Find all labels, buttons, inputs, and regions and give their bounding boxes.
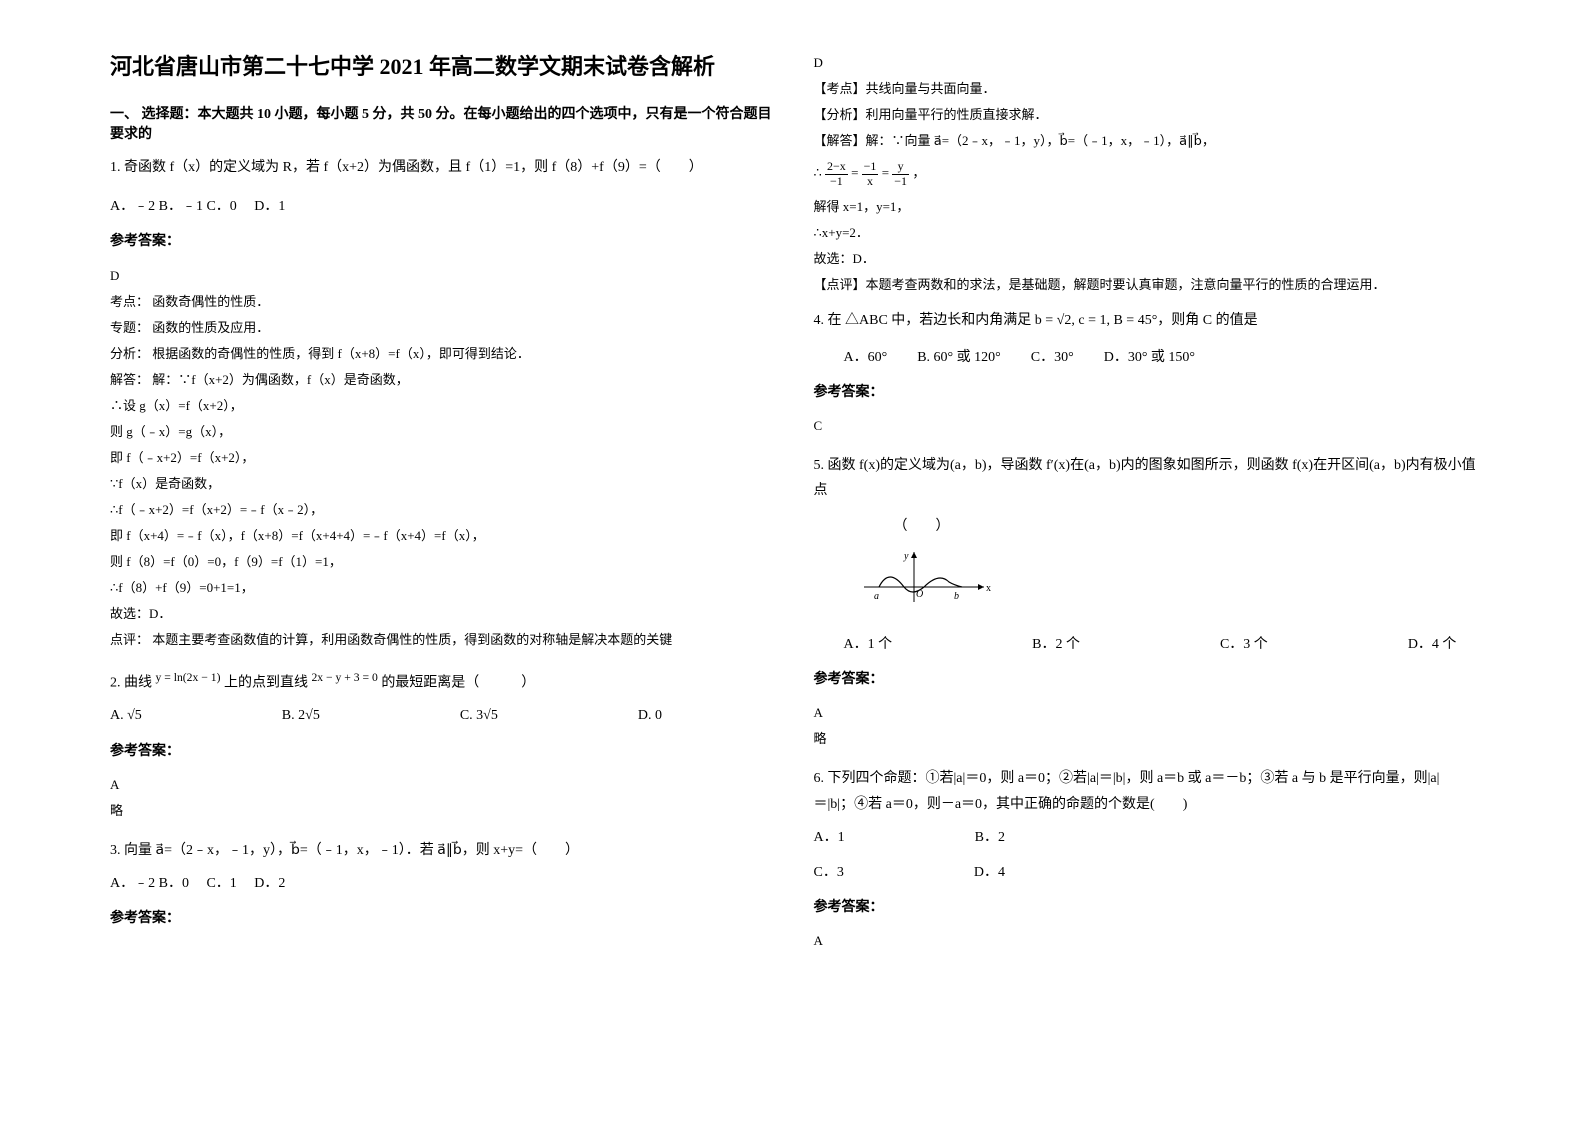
q2-optD: D. 0 bbox=[638, 703, 662, 728]
svg-text:a: a bbox=[874, 591, 879, 602]
q3-sol-line: ∴x+y=2． bbox=[814, 220, 1478, 246]
q2-post: 的最短距离是（ ） bbox=[378, 675, 536, 690]
question-2: 2. 曲线 y = ln(2x − 1) 上的点到直线 2x − y + 3 =… bbox=[110, 667, 774, 824]
answer-label: 参考答案： bbox=[110, 229, 774, 254]
q5-optB: B．2 个 bbox=[1032, 632, 1080, 657]
q1-sol-line: 即 f（﹣x+2）=f（x+2）， bbox=[110, 445, 774, 471]
q3-frac-prefix: ∴ bbox=[814, 165, 826, 180]
q5-answer: A bbox=[814, 700, 1478, 726]
q3-sol-frac: ∴ 2−x−1 = −1x = y−1 ， bbox=[814, 160, 1478, 188]
q2-optA: A. √5 bbox=[110, 703, 142, 728]
q1-sol-line: 点评： 本题主要考查函数值的计算，利用函数奇偶性的性质，得到函数的对称轴是解决本… bbox=[110, 627, 774, 653]
q3-sol-line: 【考点】共线向量与共面向量． bbox=[814, 76, 1478, 102]
q1-sol-line: 则 g（﹣x）=g（x）， bbox=[110, 419, 774, 445]
q1-sol-line: ∴f（﹣x+2）=f（x+2）=﹣f（x﹣2）， bbox=[110, 497, 774, 523]
right-column: D 【考点】共线向量与共面向量． 【分析】利用向量平行的性质直接求解． 【解答】… bbox=[794, 50, 1498, 1072]
q4-text: 4. 在 △ABC 中，若边长和内角满足 b = √2, c = 1, B = … bbox=[814, 308, 1478, 333]
answer-label: 参考答案： bbox=[110, 739, 774, 764]
q1-sol-line: ∴f（8）+f（9）=0+1=1， bbox=[110, 575, 774, 601]
q1-sol-line: 考点： 函数奇偶性的性质． bbox=[110, 289, 774, 315]
q2-text: 2. 曲线 y = ln(2x − 1) 上的点到直线 2x − y + 3 =… bbox=[110, 667, 774, 696]
exam-title: 河北省唐山市第二十七中学 2021 年高二数学文期末试卷含解析 bbox=[110, 50, 774, 83]
q1-sol-line: ∴设 g（x）=f（x+2）， bbox=[110, 393, 774, 419]
svg-text:x: x bbox=[986, 583, 991, 594]
q5-optC: C．3 个 bbox=[1220, 632, 1268, 657]
q4-optD: D．30° 或 150° bbox=[1104, 345, 1195, 370]
question-3: 3. 向量 a⃗=（2﹣x，﹣1，y），b⃗=（﹣1，x，﹣1）．若 a⃗∥b⃗… bbox=[110, 838, 774, 932]
q3-sol-line: 解得 x=1，y=1， bbox=[814, 194, 1478, 220]
q6-optB: B．2 bbox=[975, 825, 1005, 850]
q2-solution: A 略 bbox=[110, 772, 774, 824]
svg-text:y: y bbox=[903, 551, 909, 562]
q1-sol-line: 专题： 函数的性质及应用． bbox=[110, 315, 774, 341]
q5-text2: 点 bbox=[814, 478, 1478, 503]
question-1: 1. 奇函数 f（x）的定义域为 R，若 f（x+2）为偶函数，且 f（1）=1… bbox=[110, 155, 774, 653]
q1-answer: D bbox=[110, 263, 774, 289]
q6-optA: A．1 bbox=[814, 825, 845, 850]
question-4: 4. 在 △ABC 中，若边长和内角满足 b = √2, c = 1, B = … bbox=[814, 308, 1478, 440]
q5-optD: D．4 个 bbox=[1408, 632, 1457, 657]
q4-optA: A．60° bbox=[844, 345, 888, 370]
q3-sol-line: 【解答】解：∵向量 a⃗=（2﹣x，﹣1，y），b⃗=（﹣1，x，﹣1），a⃗∥… bbox=[814, 128, 1478, 154]
q6-optD: D．4 bbox=[974, 860, 1005, 885]
q2-optC: C. 3√5 bbox=[460, 703, 498, 728]
q6-text: 6. 下列四个命题：①若|a|＝0，则 a＝0；②若|a|＝|b|，则 a＝b … bbox=[814, 766, 1478, 816]
question-6: 6. 下列四个命题：①若|a|＝0，则 a＝0；②若|a|＝|b|，则 a＝b … bbox=[814, 766, 1478, 954]
derivative-graph-icon: x y a b O bbox=[854, 547, 994, 607]
q3-text: 3. 向量 a⃗=（2﹣x，﹣1，y），b⃗=（﹣1，x，﹣1）．若 a⃗∥b⃗… bbox=[110, 838, 774, 863]
q4-options: A．60° B. 60° 或 120° C．30° D．30° 或 150° bbox=[844, 345, 1478, 370]
q5-graph: x y a b O bbox=[854, 547, 994, 616]
q2-pre: 2. 曲线 bbox=[110, 675, 156, 690]
q6-options: A．1 B．2 C．3 D．4 bbox=[814, 825, 1478, 885]
fraction: −1x bbox=[862, 160, 879, 187]
q5-options: A．1 个 B．2 个 C．3 个 D．4 个 bbox=[844, 632, 1478, 657]
q1-text: 1. 奇函数 f（x）的定义域为 R，若 f（x+2）为偶函数，且 f（1）=1… bbox=[110, 155, 774, 180]
q2-omit: 略 bbox=[110, 798, 774, 824]
answer-label: 参考答案： bbox=[110, 906, 774, 931]
q1-options: A．﹣2 B．﹣1 C．0 D．1 bbox=[110, 194, 774, 219]
q1-sol-line: 分析： 根据函数的奇偶性的性质，得到 f（x+8）=f（x），即可得到结论． bbox=[110, 341, 774, 367]
q1-sol-line: 故选：D． bbox=[110, 601, 774, 627]
q2-options: A. √5 B. 2√5 C. 3√5 D. 0 bbox=[110, 703, 774, 728]
q2-mid: 上的点到直线 bbox=[220, 675, 311, 690]
answer-label: 参考答案： bbox=[814, 895, 1478, 920]
q1-sol-line: 即 f（x+4）=﹣f（x），f（x+8）=f（x+4+4）=﹣f（x+4）=f… bbox=[110, 523, 774, 549]
q5-solution: A 略 bbox=[814, 700, 1478, 752]
q3-sol-line: 【点评】本题考查两数和的求法，是基础题，解题时要认真审题，注意向量平行的性质的合… bbox=[814, 272, 1478, 298]
q6-optC: C．3 bbox=[814, 860, 844, 885]
q3-options: A．﹣2 B．0 C．1 D．2 bbox=[110, 871, 774, 896]
q2-formula1: y = ln(2x − 1) bbox=[156, 671, 221, 684]
q3-sol-line: 故选：D． bbox=[814, 246, 1478, 272]
q2-formula2: 2x − y + 3 = 0 bbox=[311, 671, 377, 684]
section-header: 一、 选择题：本大题共 10 小题，每小题 5 分，共 50 分。在每小题给出的… bbox=[110, 103, 774, 143]
q4-optB: B. 60° 或 120° bbox=[917, 345, 1001, 370]
q5-optA: A．1 个 bbox=[844, 632, 893, 657]
q1-solution: D 考点： 函数奇偶性的性质． 专题： 函数的性质及应用． 分析： 根据函数的奇… bbox=[110, 263, 774, 653]
q3-sol-line: 【分析】利用向量平行的性质直接求解． bbox=[814, 102, 1478, 128]
q4-answer: C bbox=[814, 413, 1478, 439]
answer-label: 参考答案： bbox=[814, 667, 1478, 692]
left-column: 河北省唐山市第二十七中学 2021 年高二数学文期末试卷含解析 一、 选择题：本… bbox=[90, 50, 794, 1072]
question-5: 5. 函数 f(x)的定义域为(a，b)，导函数 f′(x)在(a，b)内的图象… bbox=[814, 453, 1478, 752]
q5-text: 5. 函数 f(x)的定义域为(a，b)，导函数 f′(x)在(a，b)内的图象… bbox=[814, 453, 1478, 478]
fraction: 2−x−1 bbox=[825, 160, 848, 187]
q5-omit: 略 bbox=[814, 726, 1478, 752]
q3-solution: D 【考点】共线向量与共面向量． 【分析】利用向量平行的性质直接求解． 【解答】… bbox=[814, 50, 1478, 298]
q1-sol-line: 则 f（8）=f（0）=0，f（9）=f（1）=1， bbox=[110, 549, 774, 575]
q3-answer: D bbox=[814, 50, 1478, 76]
q2-optB: B. 2√5 bbox=[282, 703, 320, 728]
q5-blank: （ ） bbox=[894, 514, 1478, 539]
q1-sol-line: 解答： 解：∵f（x+2）为偶函数，f（x）是奇函数， bbox=[110, 367, 774, 393]
svg-text:b: b bbox=[954, 591, 959, 602]
answer-label: 参考答案： bbox=[814, 380, 1478, 405]
fraction: y−1 bbox=[892, 160, 909, 187]
q6-answer: A bbox=[814, 928, 1478, 954]
q4-optC: C．30° bbox=[1031, 345, 1074, 370]
q2-answer: A bbox=[110, 772, 774, 798]
q1-sol-line: ∵f（x）是奇函数， bbox=[110, 471, 774, 497]
